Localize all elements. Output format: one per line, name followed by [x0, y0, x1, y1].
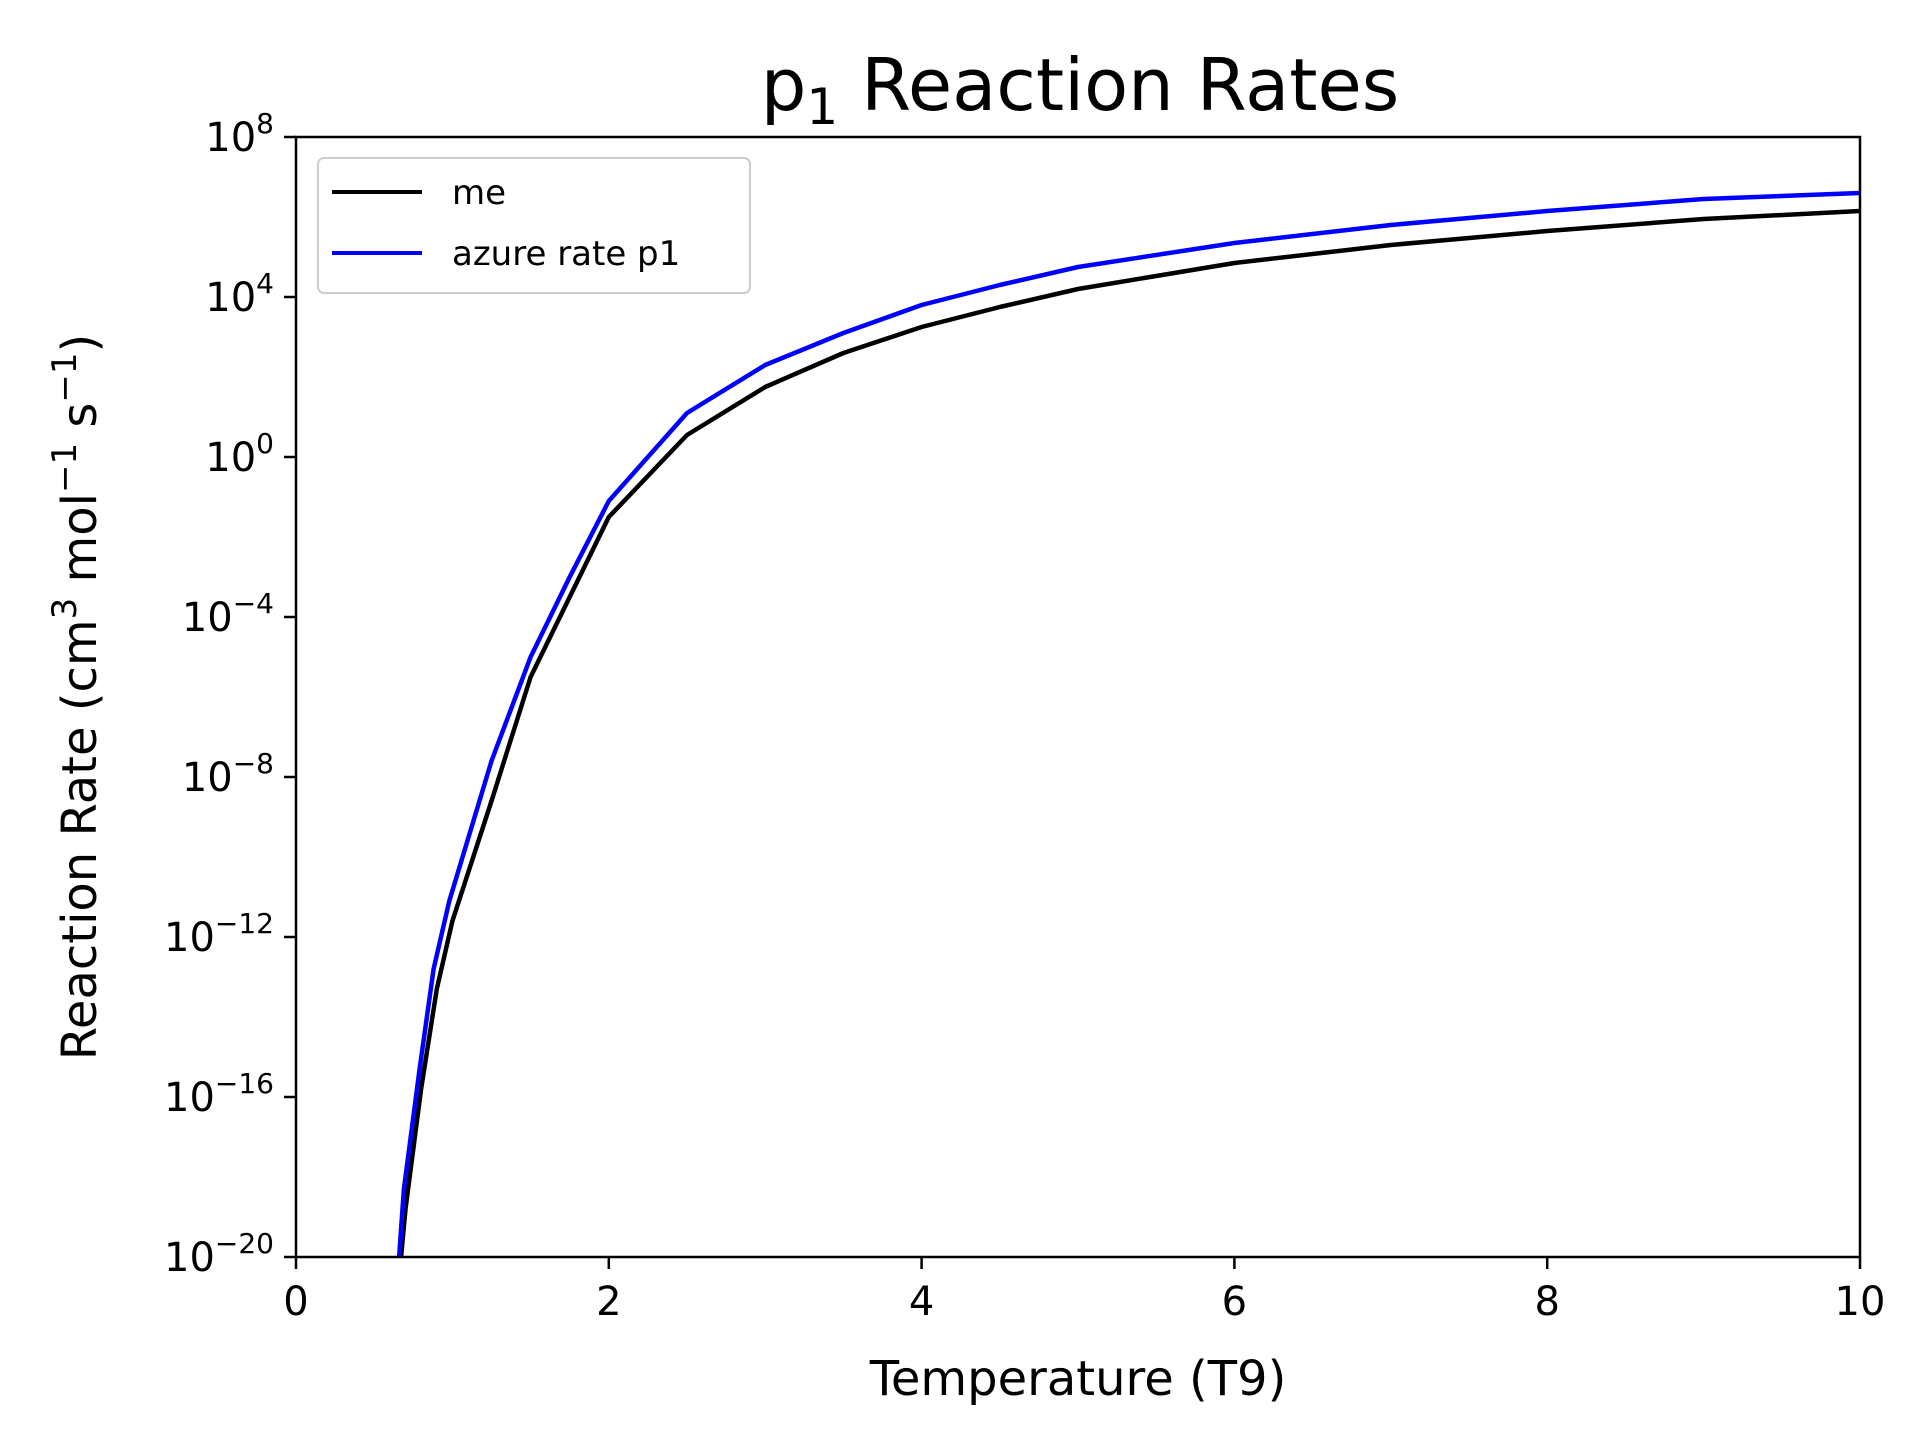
series-group [396, 190, 1860, 1257]
legend-box [317, 157, 751, 294]
x-axis-title: Temperature (T9) [869, 1351, 1287, 1407]
y-tick-label: 10−16 [164, 1067, 274, 1121]
y-tick-label: 10−12 [164, 907, 274, 961]
legend: me azure rate p1 [317, 157, 751, 294]
y-axis-ticks: 108 104 100 10−4 10−8 10−12 10−16 10−20 [164, 107, 296, 1281]
plot-frame [294, 135, 1862, 1259]
series-line-azure-rate-p1 [396, 190, 1860, 1257]
y-axis-title: Reaction Rate (cm3 mol−1 s−1) [45, 334, 108, 1061]
series-line-me [398, 208, 1860, 1257]
x-tick-label: 6 [1222, 1279, 1247, 1325]
y-tick-label: 100 [205, 427, 274, 481]
y-tick-label: 10−4 [182, 587, 274, 641]
chart-title: p1 Reaction Rates [761, 43, 1400, 136]
legend-label-me: me [452, 173, 506, 213]
x-tick-label: 4 [909, 1279, 934, 1325]
x-tick-label: 8 [1534, 1279, 1559, 1325]
x-tick-label: 0 [283, 1279, 308, 1325]
y-tick-label: 104 [205, 267, 274, 321]
x-axis-ticks: 0 2 4 6 8 10 [283, 1257, 1885, 1325]
y-tick-label: 108 [205, 107, 274, 161]
legend-label-azure-rate-p1: azure rate p1 [452, 234, 680, 274]
x-tick-label: 2 [596, 1279, 621, 1325]
chart-title-subscript: 1 [806, 78, 838, 136]
y-tick-label: 10−20 [164, 1227, 274, 1281]
x-tick-label: 10 [1835, 1279, 1886, 1325]
y-tick-label: 10−8 [182, 747, 274, 801]
